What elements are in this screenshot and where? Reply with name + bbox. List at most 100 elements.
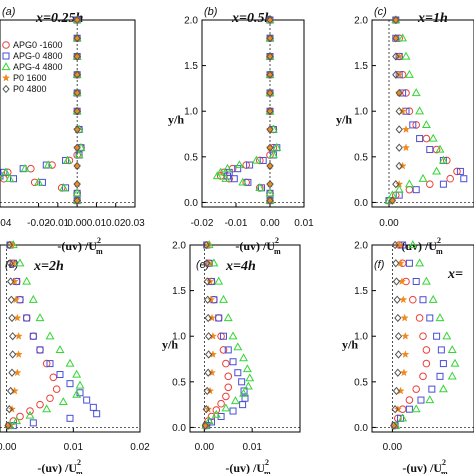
x-axis-label-sup: 2 bbox=[77, 458, 81, 467]
data-point-circle bbox=[36, 346, 44, 354]
data-point-triangle bbox=[432, 166, 442, 175]
data-point-triangle bbox=[438, 384, 448, 393]
data-point-square bbox=[259, 156, 267, 164]
data-point-star bbox=[399, 368, 409, 377]
data-point-diamond bbox=[203, 386, 211, 396]
x-tick-label: -0.02 bbox=[191, 218, 214, 229]
series-P0-4800 bbox=[388, 15, 403, 205]
y-tick-label: 1.0 bbox=[184, 107, 198, 118]
series-APG4-4800 bbox=[5, 240, 85, 429]
data-point-square bbox=[240, 387, 248, 395]
data-point-diamond bbox=[266, 70, 274, 79]
data-point-diamond bbox=[392, 386, 401, 396]
data-point-circle bbox=[412, 385, 421, 393]
data-point-star bbox=[399, 295, 408, 304]
plot-frame bbox=[0, 19, 136, 208]
y-tick-label: 2.0 bbox=[184, 16, 198, 27]
x-axis-label-main: -(uv) /U bbox=[57, 239, 97, 253]
data-point-star bbox=[398, 106, 407, 115]
panel-5: 0.00 0.010.00.51.01.52.0-(uv) /U2 my/h(e) x… bbox=[162, 240, 301, 474]
x-axis-label-sup: 2 bbox=[442, 458, 446, 467]
data-point-circle bbox=[217, 399, 225, 408]
data-point-diamond bbox=[204, 313, 212, 323]
x-axis-label: -(uv) /U2 m bbox=[57, 236, 103, 256]
data-point-diamond bbox=[266, 180, 274, 189]
x-tick-label: 0.00 bbox=[379, 218, 399, 229]
data-point-triangle bbox=[251, 155, 261, 164]
data-point-triangle bbox=[435, 144, 445, 153]
data-point-diamond bbox=[392, 259, 400, 268]
data-point-square bbox=[428, 385, 436, 393]
data-point-diamond bbox=[73, 161, 81, 171]
data-point-square bbox=[229, 358, 237, 366]
data-point-star bbox=[1, 73, 11, 82]
data-point-square bbox=[239, 401, 247, 409]
data-point-star bbox=[207, 313, 217, 322]
data-point-diamond bbox=[8, 350, 17, 359]
data-point-diamond bbox=[5, 240, 14, 250]
data-point-diamond bbox=[8, 313, 16, 323]
plot-frame bbox=[201, 19, 305, 208]
data-point-diamond bbox=[202, 405, 210, 414]
data-point-diamond bbox=[392, 52, 400, 61]
plot-frame bbox=[371, 19, 474, 208]
data-point-triangle bbox=[398, 413, 408, 422]
x-tick-label: 0.01 bbox=[294, 218, 314, 229]
data-point-diamond bbox=[394, 368, 402, 377]
data-point-triangle bbox=[5, 173, 15, 182]
x-axis-label-sup: 2 bbox=[265, 458, 269, 467]
data-point-square bbox=[229, 407, 237, 415]
panel-1: -0.04 -0.02-0.010.000.010.020.03 -(uv) /U2… bbox=[0, 6, 145, 256]
data-point-diamond bbox=[73, 52, 81, 61]
legend-entry: APG0 -1600 bbox=[13, 40, 63, 50]
data-point-diamond bbox=[6, 277, 15, 286]
panel-label: (c) bbox=[374, 6, 387, 18]
x-axis-label-sup: 2 bbox=[275, 236, 279, 245]
data-point-triangle bbox=[415, 258, 425, 267]
y-tick-label: 2.0 bbox=[354, 241, 368, 252]
data-point-diamond bbox=[204, 332, 213, 341]
data-point-triangle bbox=[74, 150, 84, 159]
data-point-diamond bbox=[7, 295, 16, 304]
data-point-triangle bbox=[58, 397, 68, 405]
data-point-square bbox=[23, 314, 31, 322]
legend-entry: P0 1600 bbox=[13, 73, 47, 83]
data-point-triangle bbox=[398, 33, 408, 42]
data-point-square bbox=[224, 172, 231, 180]
x-tick-label: -0.04 bbox=[0, 218, 12, 229]
data-point-star bbox=[397, 277, 407, 285]
data-point-circle bbox=[422, 346, 431, 354]
series-P0-4800 bbox=[73, 15, 81, 205]
data-point-diamond bbox=[6, 386, 15, 396]
x-tick-label: -0.02 bbox=[27, 218, 50, 229]
data-point-diamond bbox=[392, 70, 400, 79]
data-point-star bbox=[207, 368, 217, 377]
data-point-diamond bbox=[266, 34, 274, 43]
data-point-square bbox=[56, 371, 64, 379]
data-point-diamond bbox=[266, 161, 274, 171]
data-point-star bbox=[13, 313, 22, 322]
plot-frame bbox=[371, 244, 474, 433]
x-axis-label: -(uv) /U2 m bbox=[225, 458, 271, 474]
series-P0-1600 bbox=[4, 240, 23, 430]
data-point-diamond bbox=[392, 277, 401, 286]
data-point-triangle bbox=[1, 167, 11, 176]
data-point-square bbox=[433, 332, 441, 340]
series-P0-4800 bbox=[201, 240, 213, 430]
data-point-triangle bbox=[28, 294, 38, 303]
data-point-square bbox=[219, 332, 227, 340]
data-point-diamond bbox=[392, 15, 400, 25]
data-point-triangle bbox=[1, 62, 11, 71]
data-point-diamond bbox=[203, 259, 211, 268]
data-point-diamond bbox=[73, 34, 81, 43]
data-point-triangle bbox=[55, 345, 65, 354]
data-point-triangle bbox=[404, 179, 414, 188]
data-point-diamond bbox=[391, 405, 399, 414]
y-tick-label: 1.0 bbox=[354, 107, 368, 118]
data-point-star bbox=[401, 143, 411, 152]
data-point-triangle bbox=[404, 69, 414, 78]
x-tick-label: 0.02 bbox=[130, 442, 150, 453]
data-point-triangle bbox=[214, 276, 224, 285]
